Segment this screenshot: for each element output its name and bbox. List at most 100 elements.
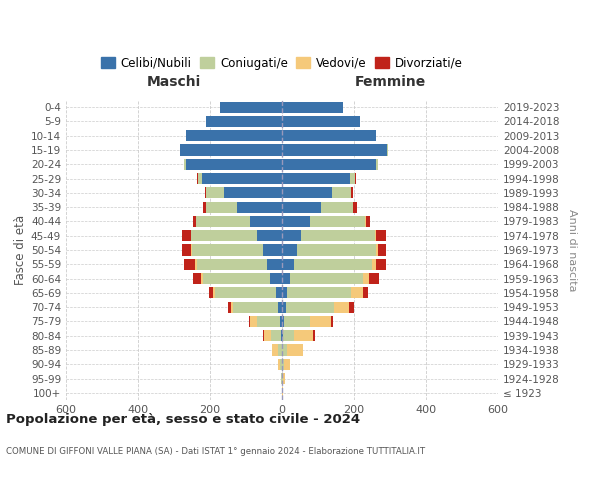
Bar	[193, 273, 201, 284]
Bar	[355, 173, 356, 184]
Bar	[203, 273, 271, 284]
Bar	[180, 144, 181, 156]
Bar	[282, 388, 283, 398]
Bar	[220, 102, 282, 112]
Bar	[201, 273, 203, 284]
Bar	[184, 258, 195, 270]
Bar	[182, 230, 191, 241]
Bar	[282, 216, 310, 227]
Bar	[282, 258, 293, 270]
Bar	[282, 358, 284, 370]
Bar	[198, 173, 202, 184]
Bar	[206, 188, 224, 198]
Bar	[313, 330, 315, 342]
Bar	[282, 116, 361, 127]
Bar	[233, 302, 278, 312]
Bar	[376, 244, 378, 256]
Bar	[282, 158, 376, 170]
Bar	[227, 302, 230, 312]
Bar	[334, 302, 349, 312]
Bar	[282, 188, 332, 198]
Bar	[350, 173, 355, 184]
Bar	[282, 130, 376, 141]
Bar	[209, 288, 213, 298]
Bar	[282, 202, 321, 212]
Bar	[263, 330, 264, 342]
Bar	[197, 173, 198, 184]
Text: Maschi: Maschi	[147, 74, 201, 88]
Bar	[272, 344, 278, 356]
Bar	[332, 188, 351, 198]
Bar	[352, 288, 363, 298]
Bar	[275, 288, 282, 298]
Bar	[282, 173, 350, 184]
Bar	[280, 316, 282, 327]
Bar	[387, 144, 388, 156]
Bar	[351, 188, 353, 198]
Bar	[283, 373, 284, 384]
Bar	[237, 202, 282, 212]
Bar	[349, 302, 353, 312]
Bar	[215, 288, 275, 298]
Bar	[192, 244, 263, 256]
Bar	[195, 258, 197, 270]
Bar	[286, 302, 334, 312]
Bar	[185, 130, 282, 141]
Text: COMUNE DI GIFFONI VALLE PIANA (SA) - Dati ISTAT 1° gennaio 2024 - Elaborazione T: COMUNE DI GIFFONI VALLE PIANA (SA) - Dat…	[6, 448, 425, 456]
Bar	[263, 244, 282, 256]
Bar	[282, 316, 284, 327]
Bar	[374, 230, 376, 241]
Bar	[205, 188, 206, 198]
Bar	[193, 216, 196, 227]
Y-axis label: Fasce di età: Fasce di età	[14, 215, 27, 285]
Bar	[248, 316, 250, 327]
Bar	[182, 244, 191, 256]
Bar	[310, 316, 331, 327]
Bar	[290, 273, 362, 284]
Bar	[353, 202, 357, 212]
Bar	[267, 258, 282, 270]
Bar	[282, 230, 301, 241]
Bar	[282, 302, 286, 312]
Bar	[185, 158, 282, 170]
Bar	[202, 173, 282, 184]
Legend: Celibi/Nubili, Coniugati/e, Vedovi/e, Divorziati/e: Celibi/Nubili, Coniugati/e, Vedovi/e, Di…	[96, 52, 468, 74]
Bar	[257, 316, 280, 327]
Bar	[284, 358, 290, 370]
Bar	[224, 188, 282, 198]
Bar	[287, 288, 352, 298]
Bar	[280, 358, 282, 370]
Bar	[283, 330, 294, 342]
Bar	[282, 102, 343, 112]
Bar	[282, 373, 283, 384]
Bar	[278, 344, 282, 356]
Bar	[302, 344, 303, 356]
Bar	[191, 230, 257, 241]
Bar	[284, 316, 310, 327]
Bar	[278, 358, 280, 370]
Bar	[184, 158, 185, 170]
Bar	[271, 330, 281, 342]
Bar	[282, 344, 287, 356]
Bar	[191, 244, 192, 256]
Bar	[378, 244, 386, 256]
Bar	[197, 258, 267, 270]
Bar	[206, 202, 237, 212]
Bar	[230, 302, 233, 312]
Bar	[282, 330, 283, 342]
Bar	[271, 273, 282, 284]
Bar	[282, 244, 297, 256]
Bar	[250, 316, 257, 327]
Bar	[282, 144, 387, 156]
Bar	[362, 273, 369, 284]
Bar	[365, 216, 370, 227]
Bar	[294, 330, 313, 342]
Bar	[331, 316, 334, 327]
Bar	[181, 144, 282, 156]
Bar	[376, 158, 378, 170]
Bar	[203, 202, 206, 212]
Bar	[376, 230, 386, 241]
Bar	[369, 273, 379, 284]
Bar	[293, 258, 372, 270]
Bar	[297, 244, 376, 256]
